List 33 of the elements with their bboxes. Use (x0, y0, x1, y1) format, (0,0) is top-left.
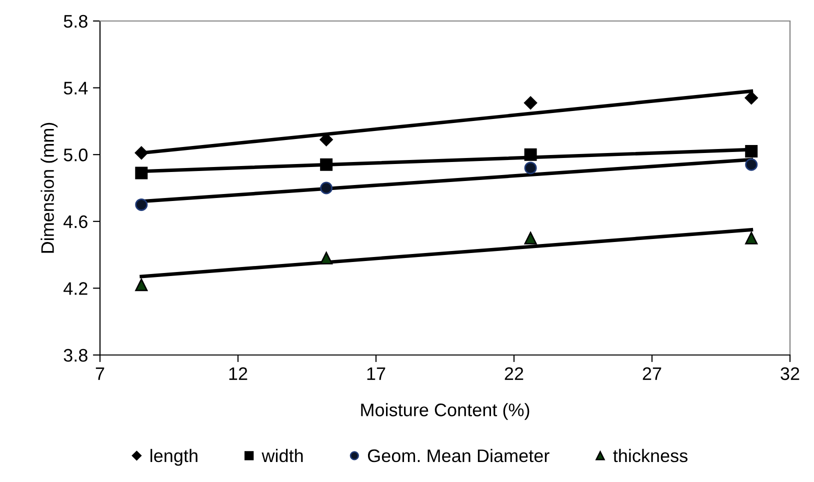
x-tick-label: 7 (96, 367, 104, 380)
point (524, 148, 537, 161)
point (744, 91, 758, 104)
point (135, 198, 148, 211)
x-axis-title: Moisture Content (%) (361, 403, 530, 420)
x-tick-label: 17 (367, 367, 386, 380)
point (745, 158, 758, 171)
point (320, 252, 333, 264)
point (745, 145, 758, 158)
point (524, 162, 537, 174)
y-axis-title: Dimension (mm) (40, 122, 58, 253)
y-tick-label: 3.8 (64, 348, 88, 362)
x-tick-label: 32 (780, 367, 800, 380)
point (135, 166, 148, 180)
y-tick-label: 4.6 (64, 215, 88, 228)
y-tick-label: 5.4 (64, 82, 88, 95)
point (134, 146, 148, 160)
point (524, 232, 537, 244)
y-tick-label: 5.0 (64, 148, 88, 162)
point (320, 158, 333, 171)
y-tick-label: 4.2 (64, 282, 88, 295)
point (320, 182, 333, 194)
y-tick-label: 5.8 (64, 14, 88, 28)
x-tick-label: 22 (504, 367, 524, 380)
point (135, 278, 148, 292)
legend-label: Geom. Mean Diameter (368, 448, 550, 462)
point (524, 96, 538, 110)
x-tick-label: 12 (229, 367, 248, 380)
legend-label: thickness (613, 448, 688, 462)
legend-label: length (150, 448, 198, 466)
legend-label: width (262, 448, 303, 462)
x-tick-label: 27 (642, 367, 662, 380)
point (745, 232, 758, 244)
